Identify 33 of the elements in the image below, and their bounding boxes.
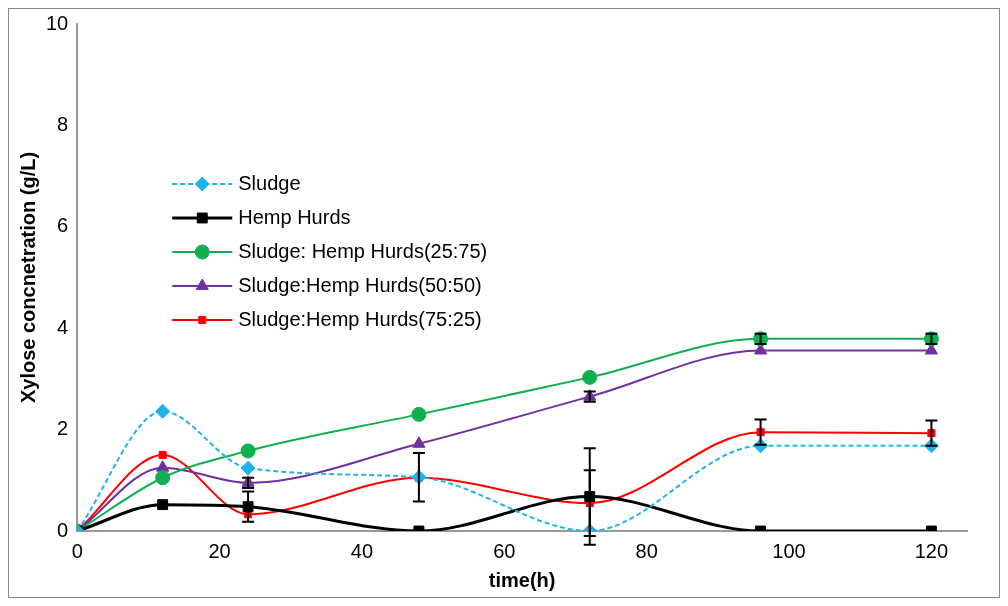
legend-label: Hemp Hurds bbox=[238, 205, 351, 228]
point bbox=[582, 369, 598, 385]
point bbox=[754, 343, 768, 355]
x-tick-label: 120 bbox=[914, 539, 949, 562]
point bbox=[156, 460, 170, 472]
x-tick-label: 100 bbox=[772, 539, 806, 562]
x-tick-label: 80 bbox=[635, 539, 658, 562]
y-tick-label: 10 bbox=[46, 11, 69, 34]
legend-label: Sludge bbox=[238, 171, 301, 194]
point bbox=[411, 406, 427, 422]
y-tick-label: 0 bbox=[57, 518, 69, 541]
point bbox=[412, 436, 426, 448]
point bbox=[240, 460, 256, 476]
point bbox=[155, 403, 171, 419]
x-tick-label: 0 bbox=[71, 539, 83, 562]
legend-label: Sludge: Hemp Hurds(25:75) bbox=[238, 239, 488, 262]
point bbox=[242, 501, 254, 513]
legend-label: Sludge:Hemp Hurds(75:25) bbox=[238, 307, 482, 330]
point bbox=[155, 470, 171, 486]
y-axis-title: Xylose concnetration (g/L) bbox=[16, 151, 39, 404]
point bbox=[240, 443, 256, 459]
point bbox=[157, 499, 169, 511]
point bbox=[158, 450, 167, 459]
y-tick-label: 4 bbox=[57, 315, 69, 338]
y-tick-label: 2 bbox=[57, 417, 69, 440]
x-tick-label: 60 bbox=[493, 539, 516, 562]
point bbox=[924, 343, 938, 355]
y-tick-label: 6 bbox=[57, 214, 69, 237]
x-tick-label: 40 bbox=[350, 539, 374, 562]
y-tick-label: 8 bbox=[57, 112, 69, 135]
x-axis-title: time(h) bbox=[488, 568, 556, 591]
x-tick-label: 20 bbox=[208, 539, 231, 562]
legend-label: Sludge:Hemp Hurds(50:50) bbox=[238, 273, 482, 296]
